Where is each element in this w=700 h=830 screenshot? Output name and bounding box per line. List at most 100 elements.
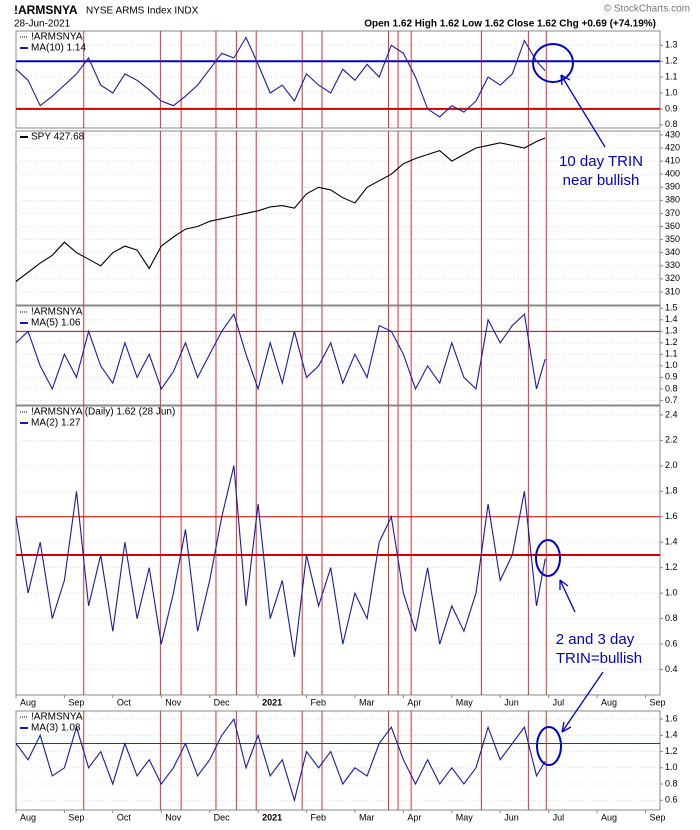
y-tick-label: 1.0	[665, 360, 678, 370]
y-tick-label: 1.3	[665, 40, 678, 50]
legend-title: !ARMSNYA	[31, 712, 83, 723]
y-tick-label: 1.2	[665, 56, 678, 66]
y-tick-label: 1.1	[665, 349, 678, 359]
x-tick-label: Oct	[117, 812, 132, 822]
legend-label: MA(2) 1.27	[31, 418, 81, 429]
y-tick-label: 1.4	[665, 537, 678, 547]
date: 28-Jun-2021	[14, 19, 71, 30]
y-tick-label: 400	[665, 169, 680, 179]
x-tick-label: Aug	[20, 697, 36, 707]
x-tick-label: 2021	[262, 697, 282, 707]
y-tick-label: 360	[665, 221, 680, 231]
annotation: near bullish	[563, 172, 640, 189]
x-tick-label: Sep	[649, 812, 665, 822]
y-tick-label: 1.1	[665, 71, 678, 81]
x-tick-label: Apr	[407, 697, 421, 707]
y-tick-label: 430	[665, 129, 680, 139]
legend-label: MA(3) 1.08	[31, 723, 81, 734]
panel-frame	[15, 130, 661, 306]
series-line	[15, 36, 546, 118]
x-tick-label: Feb	[311, 697, 327, 707]
y-tick-label: 310	[665, 286, 680, 296]
arrow-head	[561, 721, 572, 733]
legend-label: SPY 427.68	[31, 132, 85, 143]
x-tick-label: Dec	[214, 697, 231, 707]
legend-title: !ARMSNYA	[31, 307, 83, 318]
y-tick-label: 2.0	[665, 460, 678, 470]
x-tick-label: Mar	[359, 812, 375, 822]
x-tick-label: Mar	[359, 697, 375, 707]
x-tick-label: Jul	[553, 697, 565, 707]
y-tick-label: 1.2	[665, 746, 678, 756]
x-tick-label: Feb	[311, 812, 327, 822]
y-tick-label: 320	[665, 273, 680, 283]
y-tick-label: 1.0	[665, 87, 678, 97]
y-tick-label: 2.4	[665, 409, 678, 419]
y-tick-label: 2.2	[665, 435, 678, 445]
series-line	[15, 717, 546, 803]
annotation: 2 and 3 day	[556, 631, 635, 648]
arrow	[561, 671, 604, 733]
legend-title: !ARMSNYA	[31, 32, 83, 43]
y-tick-label: 390	[665, 182, 680, 192]
x-tick-label: Jul	[553, 812, 565, 822]
y-tick-label: 0.9	[665, 372, 678, 382]
x-tick-label: May	[456, 812, 474, 822]
y-tick-label: 0.9	[665, 103, 678, 113]
y-tick-label: 1.4	[665, 314, 678, 324]
y-tick-label: 0.6	[665, 638, 678, 648]
legend-label: MA(5) 1.06	[31, 318, 81, 329]
y-tick-label: 0.8	[665, 383, 678, 393]
y-tick-label: 1.2	[665, 337, 678, 347]
y-tick-label: 1.6	[665, 713, 678, 723]
x-tick-label: Aug	[601, 812, 617, 822]
x-tick-label: Oct	[117, 697, 132, 707]
legend-title: !ARMSNYA (Daily) 1.62 (28 Jun)	[31, 407, 175, 418]
x-tick-label: Nov	[165, 697, 182, 707]
y-tick-label: 350	[665, 234, 680, 244]
y-tick-label: 420	[665, 142, 680, 152]
x-tick-label: Jun	[504, 812, 519, 822]
y-tick-label: 1.5	[665, 303, 678, 313]
y-tick-label: 380	[665, 195, 680, 205]
y-tick-label: 1.2	[665, 562, 678, 572]
highlight-circle	[535, 539, 561, 577]
series-line	[15, 465, 546, 657]
x-tick-label: Sep	[68, 812, 84, 822]
x-tick-label: Dec	[214, 812, 231, 822]
arrow-head	[560, 74, 571, 86]
x-tick-label: Sep	[649, 697, 665, 707]
y-tick-label: 0.4	[665, 664, 678, 674]
series-line	[15, 137, 546, 282]
panel-frame	[15, 305, 661, 406]
x-tick-label: May	[456, 697, 474, 707]
arrow	[559, 579, 576, 613]
x-tick-label: Sep	[68, 697, 84, 707]
y-tick-label: 1.0	[665, 588, 678, 598]
y-tick-label: 1.8	[665, 486, 678, 496]
y-tick-label: 0.8	[665, 119, 678, 129]
y-tick-label: 1.3	[665, 326, 678, 336]
y-tick-label: 0.7	[665, 395, 678, 405]
symbol: !ARMSNYA	[14, 3, 78, 17]
arrow-head	[559, 579, 569, 590]
y-tick-label: 1.0	[665, 762, 678, 772]
highlight-circle	[532, 43, 574, 83]
y-tick-label: 1.4	[665, 730, 678, 740]
y-tick-label: 0.8	[665, 778, 678, 788]
x-tick-label: Nov	[165, 812, 182, 822]
y-tick-label: 1.6	[665, 511, 678, 521]
highlight-circle	[536, 726, 562, 766]
y-tick-label: 340	[665, 247, 680, 257]
x-tick-label: Apr	[407, 812, 421, 822]
x-tick-label: 2021	[262, 812, 282, 822]
x-tick-label: Aug	[20, 812, 36, 822]
arrow	[560, 74, 606, 148]
annotation: TRIN=bullish	[556, 650, 642, 667]
y-tick-label: 0.8	[665, 613, 678, 623]
series-line	[15, 312, 546, 391]
y-tick-label: 370	[665, 208, 680, 218]
index-name: NYSE ARMS Index INDX	[86, 6, 199, 17]
